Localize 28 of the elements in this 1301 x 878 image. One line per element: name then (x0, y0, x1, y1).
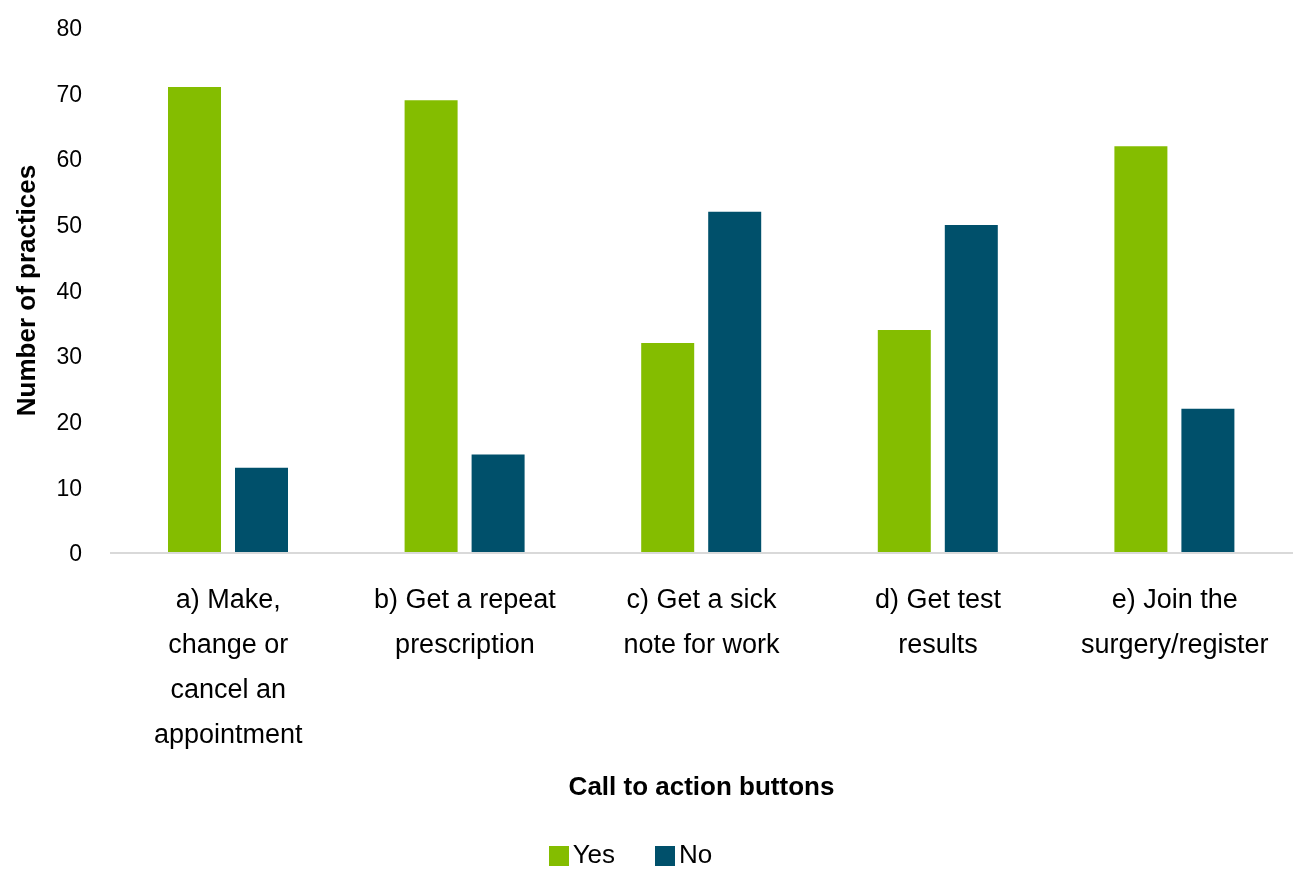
y-tick-label: 20 (56, 408, 82, 435)
x-tick-label: e) Join the surgery/register (1080, 583, 1269, 659)
y-tick-label: 60 (56, 146, 82, 173)
y-tick-label: 40 (56, 277, 82, 304)
y-tick-label: 50 (56, 212, 82, 239)
bar (1114, 146, 1168, 553)
bar (877, 329, 931, 553)
y-tick-label: 70 (56, 80, 82, 107)
bar (708, 211, 762, 553)
legend-label: Yes (572, 839, 616, 869)
bar (168, 87, 221, 553)
y-tick-label: 0 (69, 540, 82, 567)
bar (404, 100, 458, 553)
legend-label: No (679, 839, 713, 869)
y-axis-title: Number of practices (11, 164, 42, 417)
x-tick-label: b) Get a repeat prescription (374, 583, 557, 659)
bar (641, 343, 695, 553)
bar (944, 224, 998, 553)
bar (1181, 408, 1235, 553)
x-axis-title: Call to action buttons (568, 771, 835, 801)
bar (235, 467, 288, 553)
x-tick-label: a) Make, change or cancel an appointment (154, 583, 304, 749)
x-tick-label: d) Get test results (875, 583, 1002, 659)
y-tick-label: 10 (56, 474, 82, 501)
y-tick-label: 30 (56, 343, 82, 370)
y-tick-label: 80 (56, 15, 82, 42)
bar (471, 454, 525, 553)
x-tick-label: c) Get a sick note for work (623, 583, 781, 659)
